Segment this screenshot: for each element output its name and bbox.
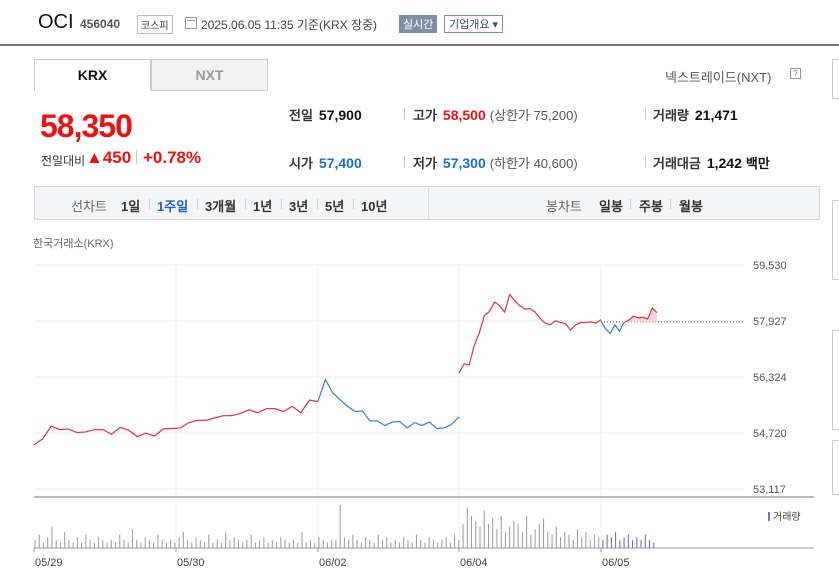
price-series-line: [317, 378, 460, 430]
line-chart-label: 선차트: [71, 199, 107, 214]
change-label: 전일대비: [41, 154, 86, 168]
stat-value: 57,400: [318, 155, 362, 171]
price-series-line: [458, 293, 602, 374]
y-tick-label: 54,720: [753, 428, 787, 440]
divider: [281, 199, 282, 209]
stat-label: 저가: [413, 156, 437, 171]
divider: [404, 108, 405, 120]
divider: [670, 199, 671, 209]
period-3m[interactable]: 3개월: [205, 199, 237, 214]
divider: [197, 199, 198, 209]
y-tick-label: 59,530: [753, 260, 787, 272]
stat-low: 저가 57,300 (하한가 40,600): [413, 153, 578, 172]
stock-name: OCI: [38, 11, 74, 33]
calendar-icon: [185, 17, 197, 29]
period-10y[interactable]: 10년: [361, 199, 388, 214]
side-panel-edge: [832, 200, 839, 280]
exchange-label: 한국거래소(KRX): [33, 238, 114, 250]
market-badge: 코스피: [137, 15, 173, 34]
current-price: 58,350: [40, 108, 133, 144]
side-panel-edge: [832, 330, 839, 430]
divider: [428, 187, 429, 219]
price-change: ▲450: [86, 148, 132, 167]
stat-label: 거래량: [653, 108, 689, 123]
divider: [149, 199, 150, 209]
stat-trading-value: 거래대금 1,242 백만: [653, 153, 770, 172]
candle-daily[interactable]: 일봉: [599, 199, 623, 214]
series-area: [624, 307, 657, 324]
period-5y[interactable]: 5년: [325, 199, 345, 214]
x-tick-label: 06/02: [319, 557, 347, 569]
divider: [245, 199, 246, 209]
price-change-percent: +0.78%: [143, 148, 202, 167]
stat-value: 57,900: [318, 107, 362, 123]
stat-unit: 백만: [745, 156, 770, 171]
y-tick-label: 56,324: [753, 372, 787, 384]
divider: [645, 108, 646, 120]
period-3y[interactable]: 3년: [289, 199, 309, 214]
stat-open: 시가 57,400: [289, 153, 362, 172]
x-tick-label: 06/05: [602, 557, 630, 569]
divider: [136, 150, 137, 164]
stock-header: OCI 456040 코스피 2025.06.05 11:35 기준(KRX 장…: [0, 0, 839, 46]
stat-value: 21,471: [694, 107, 738, 123]
period-1w[interactable]: 1주일: [157, 199, 189, 214]
stat-label: 전일: [289, 108, 313, 123]
stock-code: 456040: [80, 17, 121, 31]
divider: [404, 156, 405, 168]
help-icon[interactable]: ?: [790, 68, 801, 79]
lower-limit: (하한가 40,600): [489, 156, 578, 171]
stat-prev-close: 전일 57,900: [289, 105, 362, 124]
y-tick-label: 53,117: [753, 484, 786, 496]
x-tick-label: 05/30: [177, 557, 205, 569]
quote-datetime: 2025.06.05 11:35 기준(KRX 장중): [201, 18, 378, 32]
period-1d[interactable]: 1일: [121, 199, 141, 214]
company-info-button[interactable]: 기업개요 ▾: [444, 15, 504, 33]
price-series-line: [33, 399, 319, 446]
candle-weekly[interactable]: 주봉: [639, 199, 663, 214]
tab-nxt[interactable]: NXT: [151, 59, 268, 91]
realtime-badge[interactable]: 실시간: [399, 15, 438, 33]
stat-label: 거래대금: [653, 156, 701, 171]
side-panel-edge: [832, 59, 839, 99]
stat-high: 고가 58,500 (상한가 75,200): [413, 105, 578, 124]
price-series-line: [600, 320, 625, 335]
period-bar: 선차트 1일 1주일 3개월 1년 3년 5년 10년 봉차트 일봉 주봉 월봉: [34, 186, 820, 220]
tab-krx[interactable]: KRX: [34, 59, 151, 91]
y-tick-label: 57,927: [753, 316, 787, 328]
stat-value: 58,500: [442, 107, 486, 123]
upper-limit: (상한가 75,200): [489, 108, 578, 123]
period-1y[interactable]: 1년: [253, 199, 273, 214]
x-tick-label: 05/29: [35, 557, 63, 569]
nextrade-link[interactable]: 넥스트레이드(NXT): [665, 70, 772, 85]
volume-legend: 거래량: [768, 508, 801, 523]
stat-label: 시가: [289, 156, 313, 171]
candle-chart-label: 봉차트: [546, 199, 582, 214]
divider: [353, 199, 354, 209]
x-tick-label: 06/04: [460, 557, 488, 569]
stat-volume: 거래량 21,471: [653, 105, 738, 124]
price-series-line: [623, 306, 658, 324]
stat-value: 1,242: [706, 155, 742, 171]
divider: [630, 199, 631, 209]
divider: [317, 199, 318, 209]
candle-monthly[interactable]: 월봉: [679, 199, 703, 214]
divider: [645, 156, 646, 168]
side-panel-edge: [832, 440, 839, 495]
stat-label: 고가: [413, 108, 437, 123]
stat-value: 57,300: [442, 155, 486, 171]
